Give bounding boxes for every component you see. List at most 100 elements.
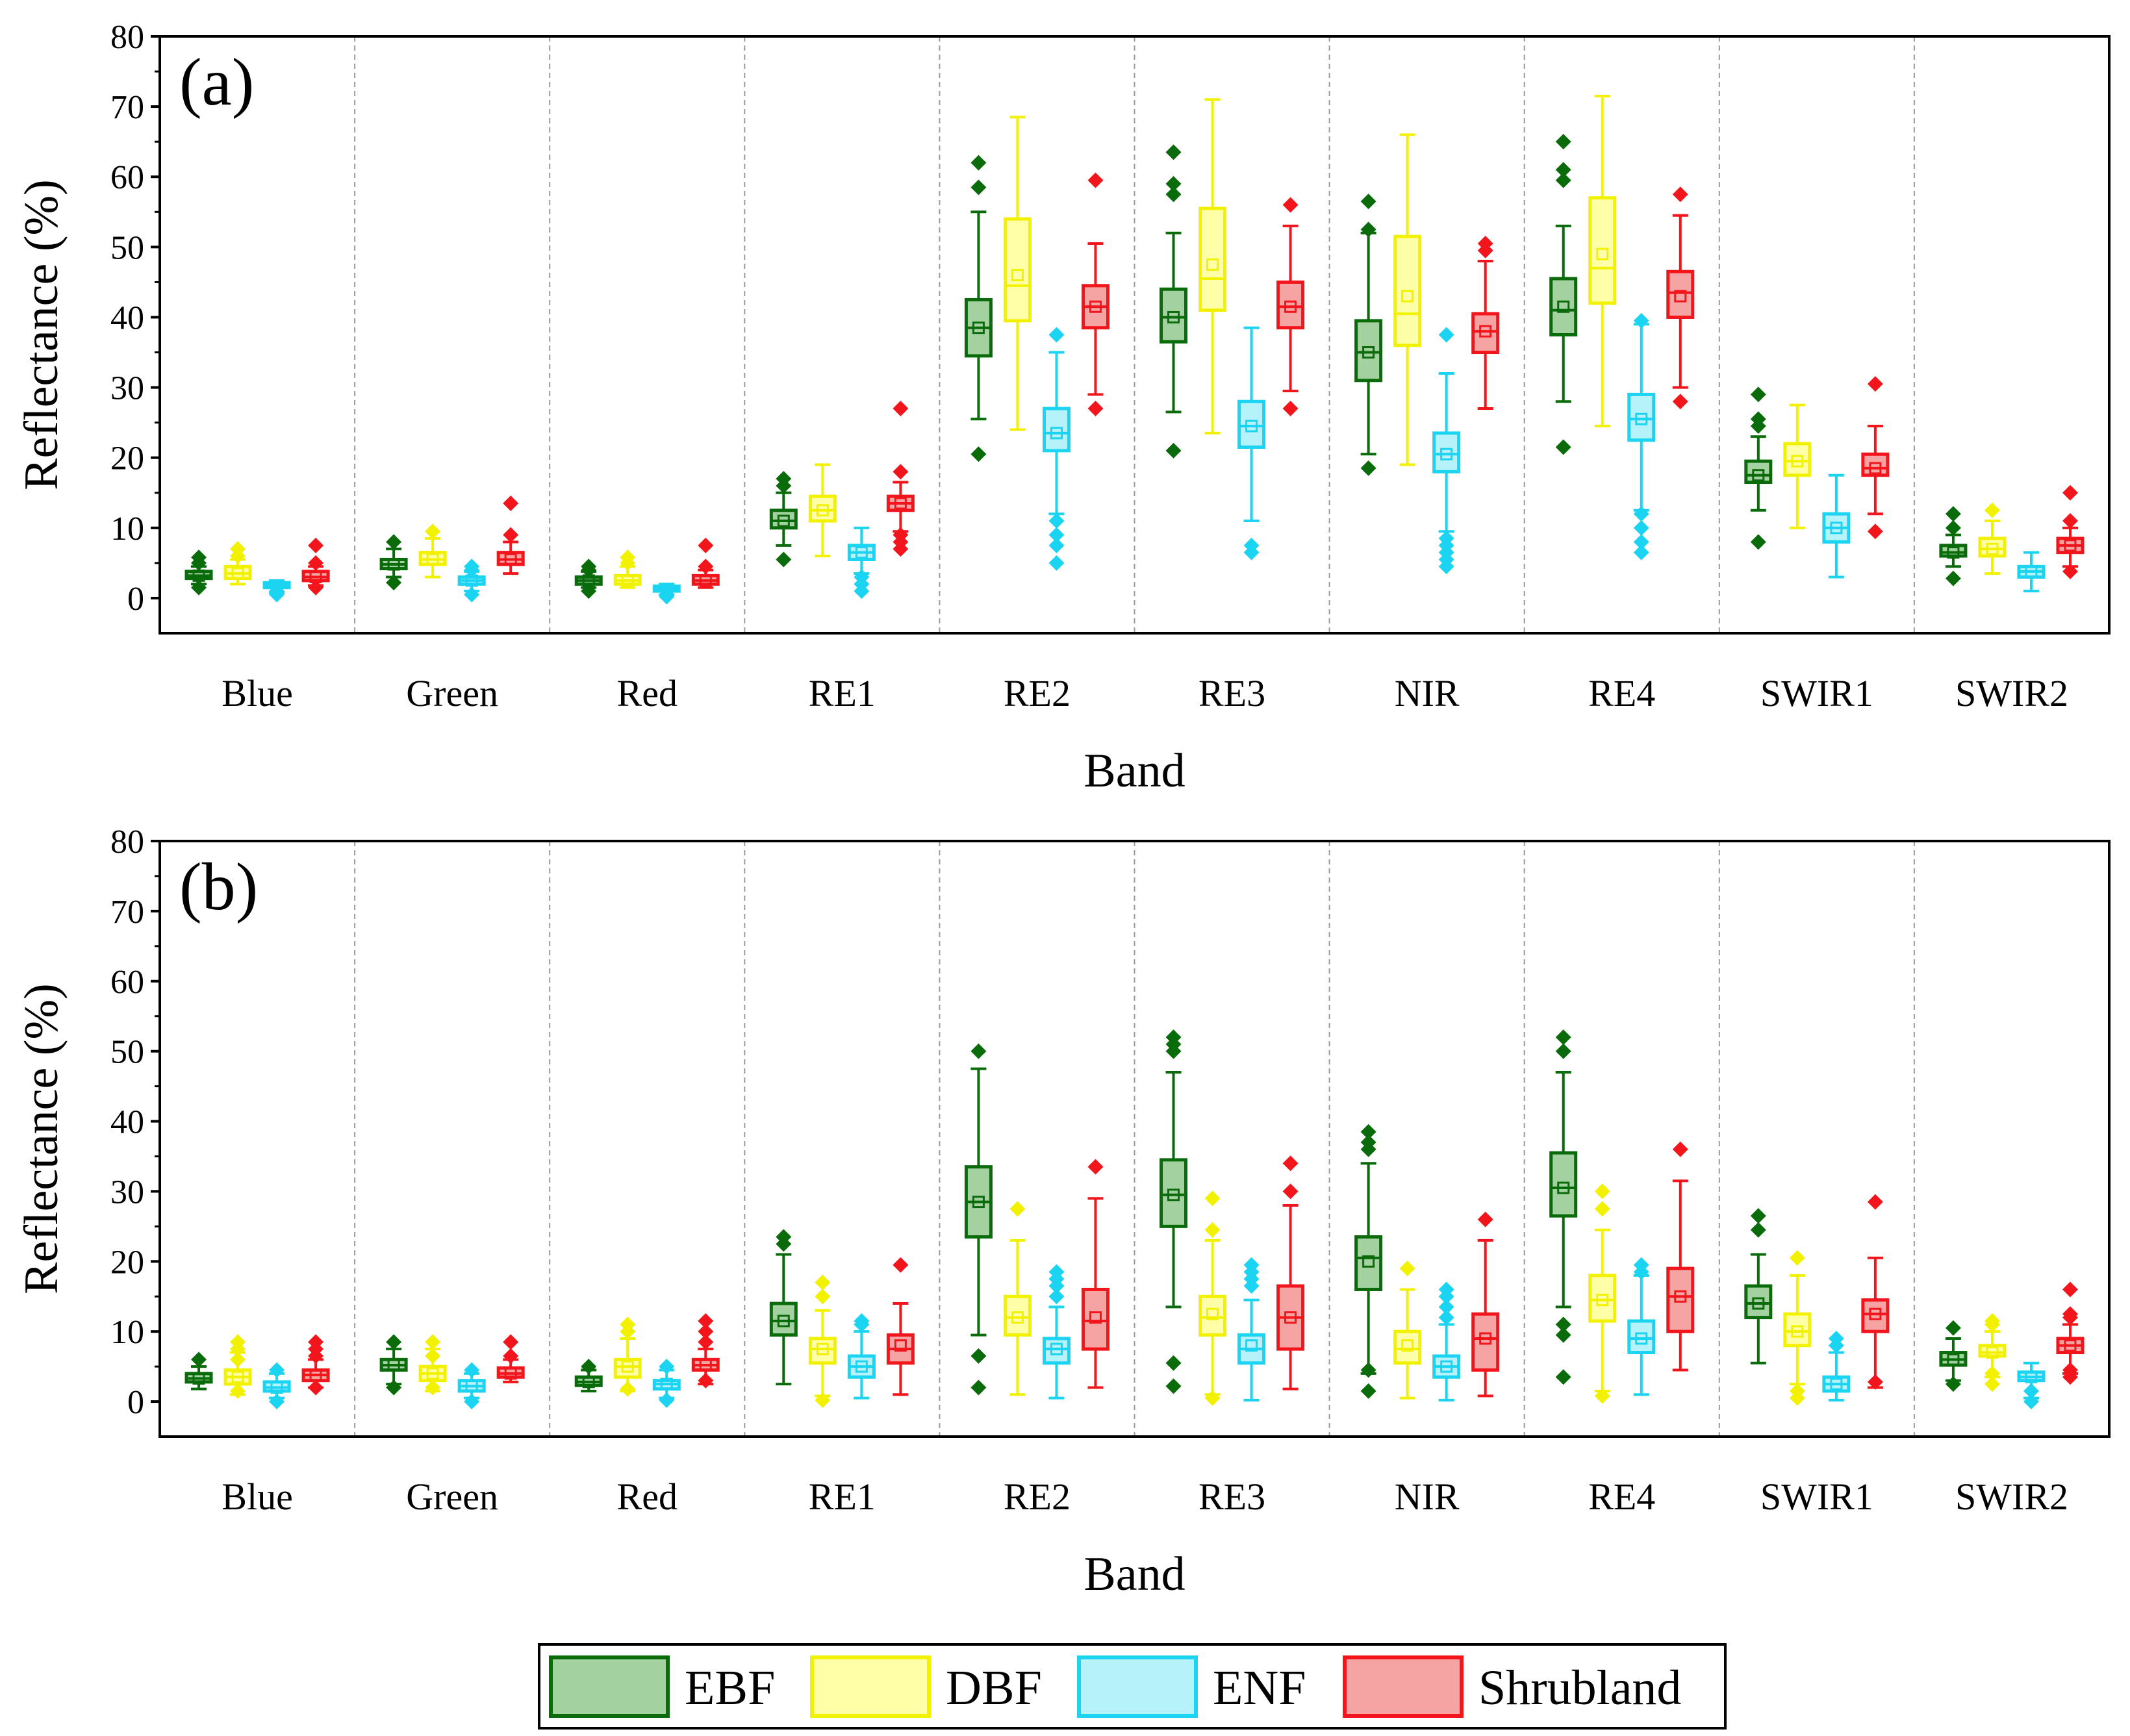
box-dbf-re1 xyxy=(808,463,837,558)
box-dbf-re2 xyxy=(1003,116,1032,431)
outlier-point xyxy=(698,559,714,575)
box-shrubland-green xyxy=(496,1334,525,1383)
box-shrubland-blue xyxy=(301,537,330,596)
outlier-point xyxy=(1165,186,1182,203)
mean-marker xyxy=(1245,1339,1258,1352)
outlier-point xyxy=(1360,1383,1376,1399)
outlier-point xyxy=(503,1334,519,1350)
box-ebf-re4 xyxy=(1549,134,1578,455)
outlier-point xyxy=(1204,1222,1221,1238)
mean-marker xyxy=(1284,1311,1297,1324)
outlier-point xyxy=(464,586,480,603)
x-tick-label: RE3 xyxy=(1198,672,1265,714)
legend-item-shrubland: Shrubland xyxy=(1343,1655,1681,1718)
iqr-box xyxy=(1276,280,1305,330)
iqr-box xyxy=(1471,312,1500,355)
outlier-point xyxy=(893,1257,909,1273)
outlier-point xyxy=(425,1379,441,1396)
iqr-box xyxy=(1042,407,1071,453)
mean-marker xyxy=(426,553,439,566)
box-enf-green xyxy=(457,559,486,603)
mean-marker xyxy=(1791,455,1804,468)
outlier-point xyxy=(2062,1362,2078,1378)
outlier-point xyxy=(464,1362,480,1378)
outlier-point xyxy=(386,1334,402,1350)
outlier-point xyxy=(1555,134,1571,150)
outlier-point xyxy=(2062,563,2078,579)
outlier-point xyxy=(1048,327,1065,343)
outlier-point xyxy=(1555,1043,1571,1059)
outlier-point xyxy=(854,1313,870,1329)
box-dbf-green xyxy=(418,1334,447,1396)
box-shrubland-re2 xyxy=(1081,1159,1109,1389)
mean-marker xyxy=(972,321,985,334)
outlier-point xyxy=(230,1352,246,1368)
outlier-point xyxy=(1360,1134,1376,1150)
outlier-point xyxy=(1750,534,1766,550)
iqr-box xyxy=(1861,1298,1890,1333)
outlier-point xyxy=(1204,1190,1221,1207)
y-tick-label: 70 xyxy=(110,89,144,126)
box-enf-nir xyxy=(1432,327,1461,575)
y-tick-label: 0 xyxy=(127,581,144,618)
legend-swatch xyxy=(1077,1655,1198,1718)
mean-marker xyxy=(816,504,829,517)
outlier-point xyxy=(1360,221,1376,238)
box-enf-re3 xyxy=(1237,326,1266,560)
mean-marker xyxy=(1596,1294,1609,1307)
outlier-point xyxy=(1360,194,1376,210)
panel-label: (a) xyxy=(179,45,254,120)
box-dbf-nir xyxy=(1393,1261,1422,1400)
outlier-point xyxy=(1828,1330,1844,1346)
outlier-point xyxy=(1438,327,1454,343)
y-tick-label: 70 xyxy=(110,894,144,931)
iqr-box xyxy=(769,1302,798,1337)
box-enf-red xyxy=(652,583,681,605)
box-enf-swir1 xyxy=(1822,1330,1851,1402)
mean-marker xyxy=(231,567,244,580)
outlier-point xyxy=(2023,1383,2039,1399)
mean-marker xyxy=(1947,1353,1960,1366)
box-dbf-red xyxy=(613,549,642,589)
outlier-point xyxy=(1555,172,1571,188)
mean-marker xyxy=(699,574,712,587)
iqr-box xyxy=(613,1357,642,1379)
outlier-point xyxy=(970,446,987,462)
legend: EBF DBF ENF Shrubland xyxy=(538,1643,1727,1730)
iqr-box xyxy=(1471,1312,1500,1372)
box-dbf-swir2 xyxy=(1978,502,2007,575)
box-shrubland-swir2 xyxy=(2056,484,2085,579)
x-tick-label: SWIR1 xyxy=(1760,1476,1873,1518)
mean-marker xyxy=(504,553,517,566)
iqr-box xyxy=(1237,399,1266,449)
outlier-point xyxy=(1438,1309,1454,1326)
box-enf-blue xyxy=(262,579,291,603)
iqr-box xyxy=(1588,196,1617,305)
x-tick-label: SWIR1 xyxy=(1760,672,1873,714)
outlier-point xyxy=(659,1359,675,1375)
box-dbf-blue xyxy=(223,541,252,586)
mean-marker xyxy=(2025,565,2038,578)
outlier-point xyxy=(1165,1029,1182,1046)
box-shrubland-re1 xyxy=(886,401,915,557)
iqr-box xyxy=(1783,1312,1812,1348)
mean-marker xyxy=(1947,546,1960,559)
box-shrubland-blue xyxy=(301,1334,330,1396)
outlier-point xyxy=(425,1348,441,1364)
outlier-point xyxy=(1165,144,1182,160)
box-shrubland-red xyxy=(691,1313,720,1389)
outlier-point xyxy=(1594,1388,1610,1404)
outlier-point xyxy=(1360,1362,1376,1378)
box-enf-re3 xyxy=(1237,1257,1266,1402)
box-ebf-re2 xyxy=(964,155,993,462)
outlier-point xyxy=(1984,1365,2000,1381)
x-tick-label: Red xyxy=(617,1476,678,1518)
outlier-point xyxy=(776,1229,792,1245)
outlier-point xyxy=(425,1334,441,1350)
box-shrubland-swir2 xyxy=(2056,1281,2085,1385)
outlier-point xyxy=(1282,1155,1299,1172)
outlier-point xyxy=(1867,523,1883,540)
iqr-box xyxy=(1160,287,1188,344)
mean-marker xyxy=(621,1360,634,1373)
box-ebf-swir2 xyxy=(1939,1320,1968,1392)
